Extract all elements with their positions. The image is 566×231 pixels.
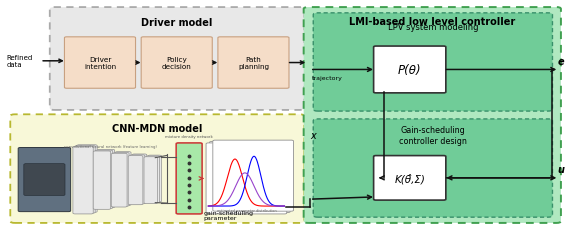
FancyBboxPatch shape (65, 38, 135, 89)
FancyBboxPatch shape (112, 154, 127, 207)
FancyBboxPatch shape (95, 151, 113, 209)
Text: u: u (558, 165, 564, 175)
FancyBboxPatch shape (132, 154, 147, 203)
Text: Driver model: Driver model (142, 18, 213, 28)
Text: Policy
decision: Policy decision (162, 57, 192, 70)
FancyBboxPatch shape (374, 47, 446, 94)
FancyBboxPatch shape (10, 115, 304, 223)
Text: LPV system modeling: LPV system modeling (388, 22, 478, 31)
Text: estimated parameter distribution: estimated parameter distribution (217, 208, 276, 212)
FancyBboxPatch shape (209, 142, 290, 213)
FancyBboxPatch shape (128, 156, 143, 205)
Text: Gain-scheduling
controller design: Gain-scheduling controller design (399, 126, 467, 145)
FancyBboxPatch shape (304, 8, 561, 223)
Text: x: x (310, 130, 315, 140)
FancyBboxPatch shape (146, 156, 160, 203)
Text: CNN-MDN model: CNN-MDN model (112, 124, 203, 134)
FancyBboxPatch shape (73, 147, 93, 214)
Text: Driver
intention: Driver intention (84, 57, 116, 70)
FancyBboxPatch shape (206, 143, 287, 214)
Text: LMI-based low level controller: LMI-based low level controller (349, 17, 516, 27)
FancyBboxPatch shape (75, 146, 95, 213)
FancyBboxPatch shape (115, 152, 131, 206)
Text: K(θ̂,Σ): K(θ̂,Σ) (395, 173, 425, 183)
Text: trajectory: trajectory (312, 76, 343, 81)
FancyBboxPatch shape (18, 148, 71, 212)
FancyBboxPatch shape (50, 8, 304, 110)
FancyBboxPatch shape (148, 155, 161, 202)
FancyBboxPatch shape (218, 38, 289, 89)
FancyBboxPatch shape (313, 119, 552, 217)
FancyBboxPatch shape (213, 140, 294, 211)
FancyBboxPatch shape (97, 150, 115, 208)
FancyBboxPatch shape (313, 14, 552, 112)
Text: e: e (558, 57, 564, 67)
FancyBboxPatch shape (77, 145, 97, 212)
FancyBboxPatch shape (374, 156, 446, 200)
Text: P(θ): P(θ) (398, 64, 422, 77)
Text: Path
planning: Path planning (238, 57, 269, 70)
FancyBboxPatch shape (113, 153, 129, 206)
Text: Refined
data: Refined data (6, 55, 33, 68)
FancyBboxPatch shape (24, 164, 65, 196)
FancyBboxPatch shape (176, 143, 202, 214)
Text: convolutional neural network (feature learning): convolutional neural network (feature le… (64, 145, 157, 149)
Text: gain-scheduling
parameter: gain-scheduling parameter (204, 210, 254, 220)
FancyBboxPatch shape (93, 151, 111, 210)
FancyBboxPatch shape (144, 157, 157, 204)
FancyBboxPatch shape (130, 155, 145, 204)
FancyBboxPatch shape (141, 38, 212, 89)
Text: mixture density network: mixture density network (165, 134, 213, 138)
